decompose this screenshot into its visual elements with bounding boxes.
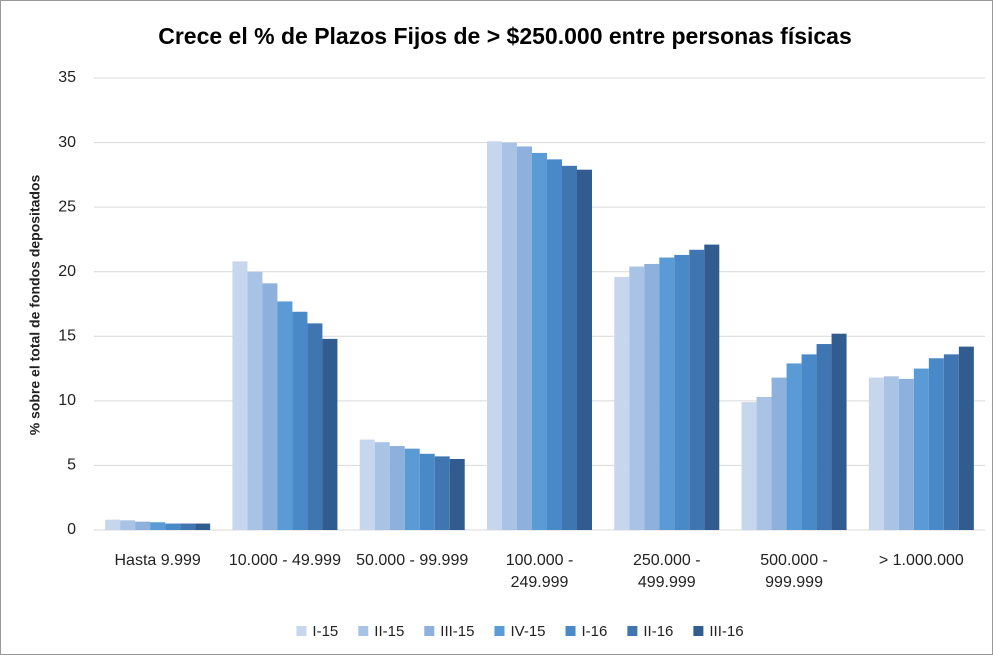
bar (629, 266, 645, 530)
bar (502, 142, 517, 531)
bar (292, 311, 308, 530)
x-tick-label: 50.000 - 99.999 (356, 552, 469, 569)
legend-swatch (424, 626, 435, 636)
bar (262, 283, 278, 530)
bar (120, 520, 136, 530)
bar (105, 519, 121, 530)
bar (487, 141, 502, 530)
bar (913, 368, 929, 530)
bar (883, 376, 899, 530)
bar (689, 249, 705, 530)
bar (247, 271, 263, 530)
bar (801, 354, 817, 530)
bar (786, 363, 802, 530)
bar (322, 338, 338, 530)
bar (277, 301, 293, 530)
bar (180, 523, 196, 530)
legend-swatch (565, 626, 576, 636)
bar (614, 276, 630, 530)
bar (704, 244, 720, 530)
bar (644, 263, 660, 530)
bar (517, 146, 532, 530)
bar (389, 446, 405, 530)
y-tick-label: 5 (67, 457, 76, 474)
x-tick-label: 500.000 - 999.999 (760, 552, 828, 591)
x-tick-label: 10.000 - 49.999 (228, 552, 341, 569)
bar (958, 346, 974, 530)
chart-title: Crece el % de Plazos Fijos de > $250.000… (158, 23, 852, 49)
bar (232, 261, 248, 530)
legend-label: II-15 (374, 623, 404, 640)
y-tick-label: 15 (58, 328, 76, 345)
y-tick-label: 25 (58, 198, 76, 215)
legend-label: I-16 (582, 623, 608, 640)
bar (898, 378, 914, 530)
bar (135, 521, 151, 530)
legend-swatch (494, 626, 505, 636)
bar (771, 377, 787, 530)
bar (307, 323, 323, 530)
bar (562, 165, 577, 530)
bar (816, 344, 832, 530)
bar (449, 458, 465, 530)
y-tick-label: 30 (58, 134, 76, 151)
bar (943, 354, 959, 530)
bar (868, 377, 884, 530)
legend-label: III-16 (709, 623, 743, 640)
x-tick-label: 100.000 - 249.999 (505, 552, 574, 591)
bar (434, 456, 450, 530)
bar (359, 439, 375, 530)
x-tick-label: 250.000 - 499.999 (632, 552, 701, 591)
y-axis-label: % sobre el total de fondos depositados (27, 174, 43, 435)
bar (532, 152, 547, 530)
y-tick-label: 35 (58, 69, 76, 86)
bar (659, 257, 675, 530)
x-tick-label: Hasta 9.999 (114, 552, 201, 569)
bar (577, 169, 592, 531)
legend-label: II-16 (643, 623, 673, 640)
legend-swatch (296, 626, 307, 636)
y-tick-label: 20 (58, 263, 76, 280)
bar (165, 523, 181, 530)
bar (150, 522, 166, 530)
legend-label: I-15 (312, 623, 338, 640)
bar (741, 402, 757, 530)
legend-swatch (693, 626, 704, 636)
bar (928, 358, 944, 530)
legend-swatch (358, 626, 369, 636)
legend-swatch (627, 626, 638, 636)
legend-label: III-15 (440, 623, 474, 640)
y-tick-label: 10 (58, 392, 76, 409)
bar (419, 453, 435, 530)
legend-label: IV-15 (510, 623, 545, 640)
bar (374, 442, 390, 530)
bar (756, 396, 772, 530)
bar (547, 159, 562, 531)
bar (831, 333, 847, 530)
bar (195, 523, 211, 530)
y-tick-label: 0 (67, 521, 76, 538)
bar (404, 448, 420, 530)
x-tick-label: > 1.000.000 (878, 552, 964, 569)
bar (674, 254, 690, 530)
